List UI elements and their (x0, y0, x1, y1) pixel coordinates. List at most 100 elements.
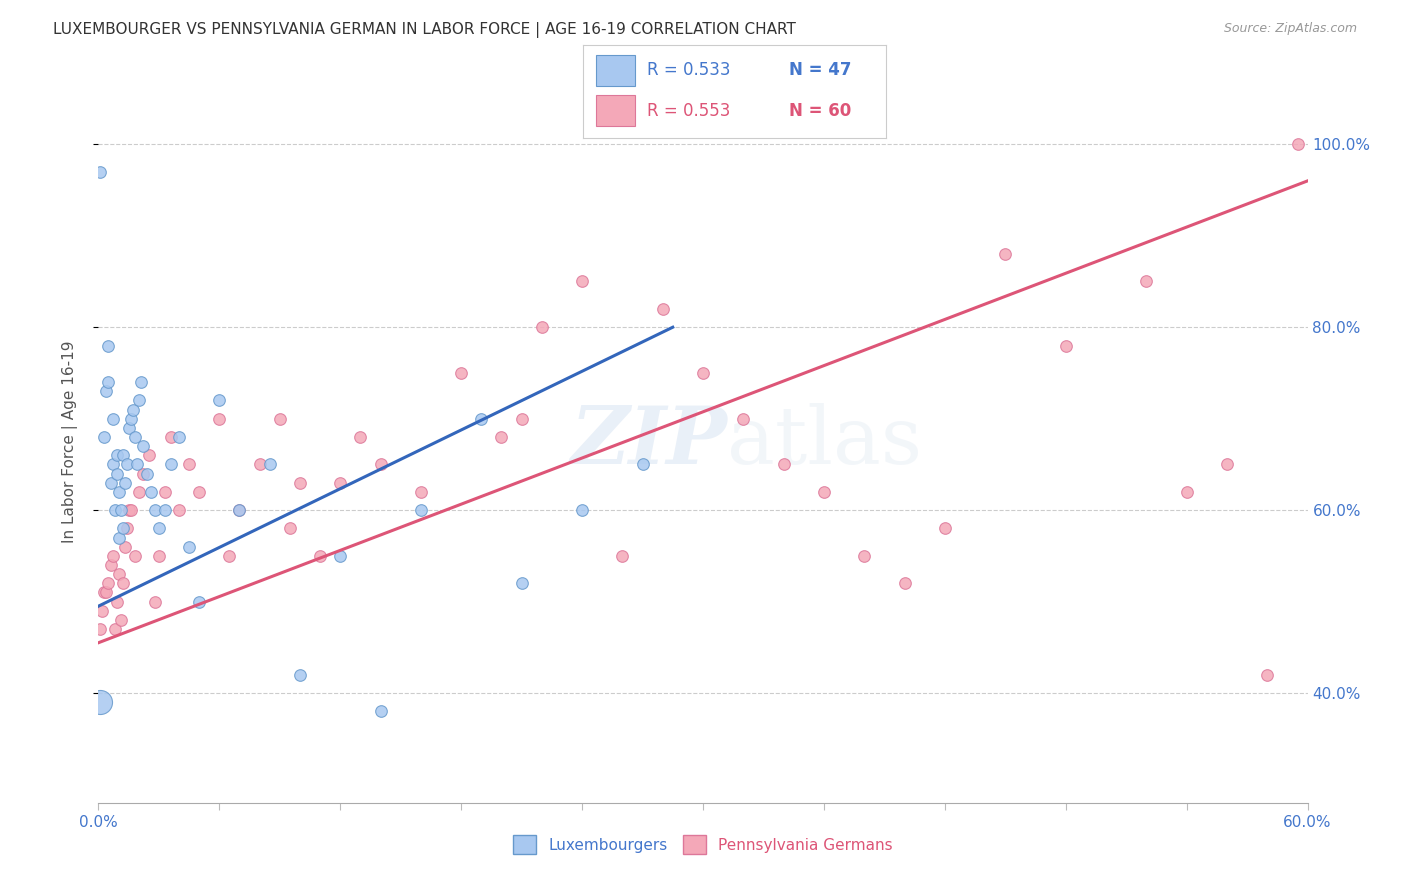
Text: R = 0.533: R = 0.533 (647, 62, 731, 79)
Point (269, 411, 291, 425)
Point (160, 430, 183, 444)
Point (329, 549, 352, 563)
Point (228, 503, 250, 517)
Point (125, 458, 148, 472)
Point (114, 540, 136, 554)
Point (530, 320, 553, 334)
Point (100, 558, 122, 572)
Point (89, 165, 111, 179)
Point (93, 585, 115, 599)
Point (409, 484, 432, 499)
Point (179, 540, 201, 554)
Point (349, 430, 371, 444)
Point (631, 458, 654, 472)
Point (1216, 458, 1239, 472)
Point (228, 503, 250, 517)
Point (370, 458, 392, 472)
Text: Source: ZipAtlas.com: Source: ZipAtlas.com (1223, 22, 1357, 36)
Text: LUXEMBOURGER VS PENNSYLVANIA GERMAN IN LABOR FORCE | AGE 16-19 CORRELATION CHART: LUXEMBOURGER VS PENNSYLVANIA GERMAN IN L… (53, 22, 796, 38)
Point (612, 549, 634, 563)
Point (128, 484, 150, 499)
Point (129, 375, 152, 389)
FancyBboxPatch shape (596, 55, 636, 86)
Point (409, 503, 432, 517)
Point (813, 484, 835, 499)
Point (103, 622, 125, 636)
Point (772, 458, 794, 472)
Point (115, 458, 138, 472)
Point (160, 458, 183, 472)
Point (893, 576, 915, 591)
Point (96, 585, 118, 599)
Point (105, 594, 128, 608)
Point (1286, 137, 1309, 152)
Point (1135, 275, 1157, 289)
Point (124, 430, 146, 444)
Point (510, 576, 533, 591)
Point (143, 594, 166, 608)
Point (692, 366, 714, 380)
Point (114, 475, 136, 490)
Point (107, 484, 129, 499)
Point (153, 484, 176, 499)
Point (138, 448, 160, 462)
Point (135, 467, 157, 481)
Point (103, 503, 125, 517)
Point (259, 458, 281, 472)
Point (111, 521, 134, 535)
Point (148, 521, 170, 535)
Text: R = 0.553: R = 0.553 (647, 102, 730, 120)
Point (97, 338, 120, 352)
Point (120, 411, 142, 425)
Point (121, 402, 143, 417)
Point (97, 375, 120, 389)
Point (111, 448, 134, 462)
Y-axis label: In Labor Force | Age 16-19: In Labor Force | Age 16-19 (62, 340, 77, 543)
Point (111, 576, 134, 591)
Point (218, 549, 240, 563)
Point (110, 613, 132, 627)
Point (101, 549, 124, 563)
Point (107, 531, 129, 545)
Point (1054, 338, 1077, 352)
Point (208, 393, 231, 408)
Point (118, 503, 141, 517)
Point (89, 695, 111, 709)
Point (91, 604, 114, 618)
Point (110, 503, 132, 517)
Point (118, 421, 141, 435)
Point (278, 521, 301, 535)
Point (288, 475, 311, 490)
Point (249, 458, 271, 472)
Point (934, 521, 956, 535)
Point (1175, 484, 1198, 499)
Point (491, 430, 513, 444)
Legend: Luxembourgers, Pennsylvania Germans: Luxembourgers, Pennsylvania Germans (508, 830, 898, 860)
Point (107, 567, 129, 582)
Point (100, 475, 122, 490)
Point (853, 549, 876, 563)
Point (139, 484, 162, 499)
Point (309, 549, 332, 563)
Point (167, 503, 190, 517)
Point (329, 475, 352, 490)
Point (143, 503, 166, 517)
Text: N = 60: N = 60 (789, 102, 851, 120)
Point (651, 301, 673, 316)
Point (148, 549, 170, 563)
Point (97, 576, 120, 591)
Point (89, 622, 111, 636)
Point (450, 366, 472, 380)
Point (105, 448, 128, 462)
Point (101, 458, 124, 472)
Point (179, 458, 201, 472)
Point (132, 439, 155, 453)
Point (132, 467, 155, 481)
Text: atlas: atlas (727, 402, 922, 481)
Point (188, 484, 211, 499)
Point (994, 247, 1017, 261)
Point (124, 549, 146, 563)
Point (120, 503, 142, 517)
Point (208, 411, 231, 425)
Point (93, 430, 115, 444)
